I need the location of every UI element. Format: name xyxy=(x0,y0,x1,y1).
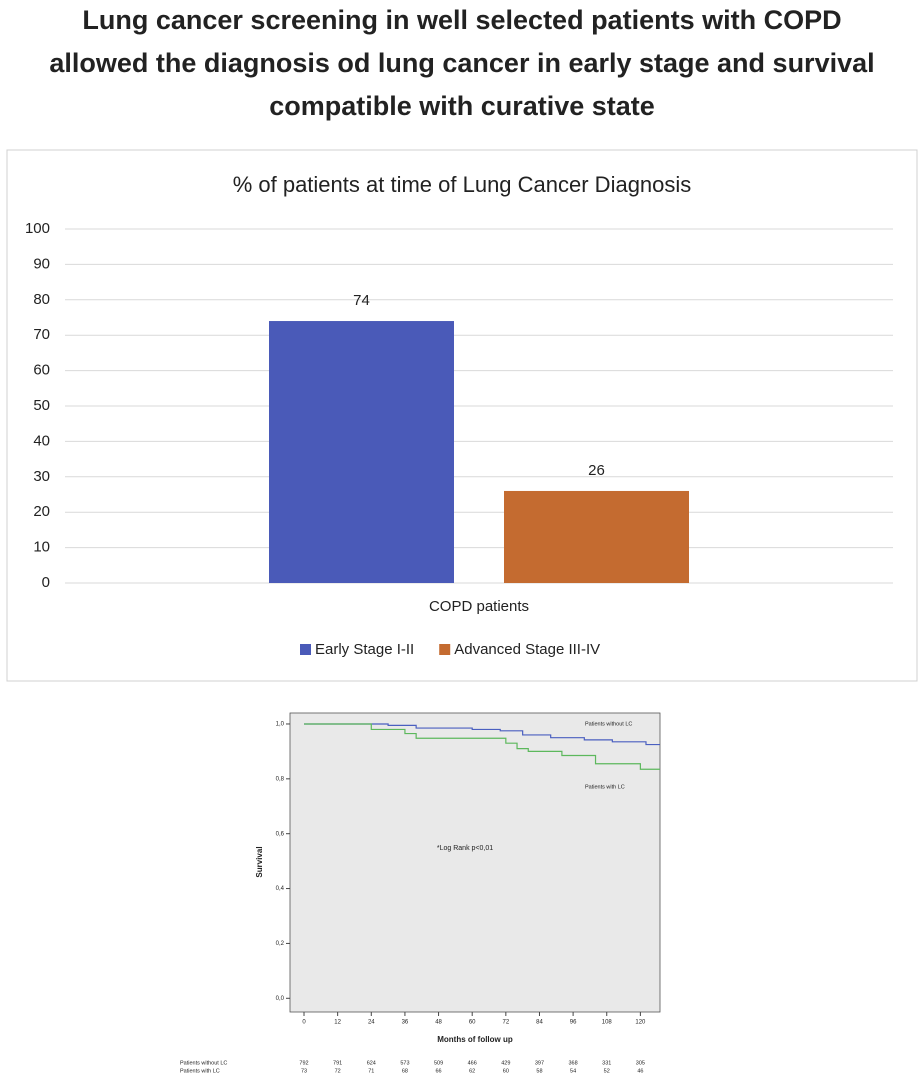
risk-value: 509 xyxy=(434,1060,443,1066)
series-label: Patients with LC xyxy=(585,784,625,790)
risk-value: 66 xyxy=(435,1068,441,1074)
x-tick-label: 72 xyxy=(502,1020,509,1026)
data-label: 26 xyxy=(588,462,605,479)
risk-value: 466 xyxy=(468,1060,477,1066)
risk-value: 368 xyxy=(569,1060,578,1066)
page-title: allowed the diagnosis od lung cancer in … xyxy=(49,48,874,78)
y-tick-label: 40 xyxy=(33,432,50,449)
page-title: compatible with curative state xyxy=(269,91,655,121)
bar xyxy=(504,490,689,583)
x-tick-label: 24 xyxy=(368,1020,375,1026)
risk-value: 429 xyxy=(501,1060,510,1066)
data-label: 74 xyxy=(353,292,370,309)
risk-value: 46 xyxy=(637,1068,643,1074)
y-tick-label: 0,0 xyxy=(276,996,285,1002)
chart-title: % of patients at time of Lung Cancer Dia… xyxy=(233,172,692,197)
survival-line xyxy=(304,723,660,770)
y-tick-label: 80 xyxy=(33,291,50,308)
risk-value: 624 xyxy=(367,1060,376,1066)
risk-value: 791 xyxy=(333,1060,342,1066)
x-tick-label: 60 xyxy=(469,1020,476,1026)
plot-area xyxy=(289,712,661,1013)
risk-value: 72 xyxy=(335,1068,341,1074)
risk-row-label: Patients without LC xyxy=(180,1060,227,1066)
y-tick-label: 10 xyxy=(33,539,50,556)
y-tick-label: 0 xyxy=(42,574,50,591)
y-axis-label: Survival xyxy=(255,846,264,877)
risk-value: 331 xyxy=(602,1060,611,1066)
y-tick-label: 0,4 xyxy=(276,886,285,892)
legend-label: Advanced Stage III-IV xyxy=(454,641,600,658)
risk-value: 71 xyxy=(368,1068,374,1074)
y-tick-label: 20 xyxy=(33,503,50,520)
risk-value: 73 xyxy=(301,1068,307,1074)
risk-value: 52 xyxy=(604,1068,610,1074)
x-tick-label: 48 xyxy=(435,1020,442,1026)
legend-swatch xyxy=(439,644,451,655)
annotation: *Log Rank p<0,01 xyxy=(437,845,493,852)
x-tick-label: 12 xyxy=(334,1020,341,1026)
risk-value: 573 xyxy=(400,1060,409,1066)
risk-value: 792 xyxy=(299,1060,308,1066)
series-label: Patients without LC xyxy=(585,721,632,727)
y-tick-label: 30 xyxy=(33,468,50,485)
y-tick-label: 0,8 xyxy=(276,776,285,782)
chart-frame xyxy=(6,149,918,682)
risk-value: 58 xyxy=(536,1068,542,1074)
y-tick-label: 0,2 xyxy=(276,941,285,947)
y-tick-label: 90 xyxy=(33,255,50,272)
x-tick-label: 0 xyxy=(302,1020,306,1026)
x-tick-label: 96 xyxy=(570,1020,577,1026)
y-tick-label: 60 xyxy=(33,362,50,379)
y-tick-label: 70 xyxy=(33,326,50,343)
x-tick-label: COPD patients xyxy=(429,598,529,615)
x-tick-label: 108 xyxy=(602,1020,613,1026)
x-tick-label: 120 xyxy=(635,1020,646,1026)
legend-swatch xyxy=(300,644,311,655)
risk-value: 62 xyxy=(469,1068,475,1074)
x-tick-label: 36 xyxy=(402,1020,409,1026)
legend-label: Early Stage I-II xyxy=(315,641,414,658)
risk-value: 397 xyxy=(535,1060,544,1066)
bar xyxy=(269,321,454,583)
page-title: Lung cancer screening in well selected p… xyxy=(82,5,841,35)
x-tick-label: 84 xyxy=(536,1020,543,1026)
y-tick-label: 0,6 xyxy=(276,831,285,837)
risk-value: 54 xyxy=(570,1068,576,1074)
y-tick-label: 50 xyxy=(33,397,50,414)
risk-value: 68 xyxy=(402,1068,408,1074)
survival-line xyxy=(304,723,660,746)
risk-value: 60 xyxy=(503,1068,509,1074)
risk-value: 305 xyxy=(636,1060,645,1066)
risk-row-label: Patients with LC xyxy=(180,1068,220,1074)
x-axis-label: Months of follow up xyxy=(437,1035,513,1044)
y-tick-label: 1,0 xyxy=(276,722,285,728)
y-tick-label: 100 xyxy=(25,220,50,237)
